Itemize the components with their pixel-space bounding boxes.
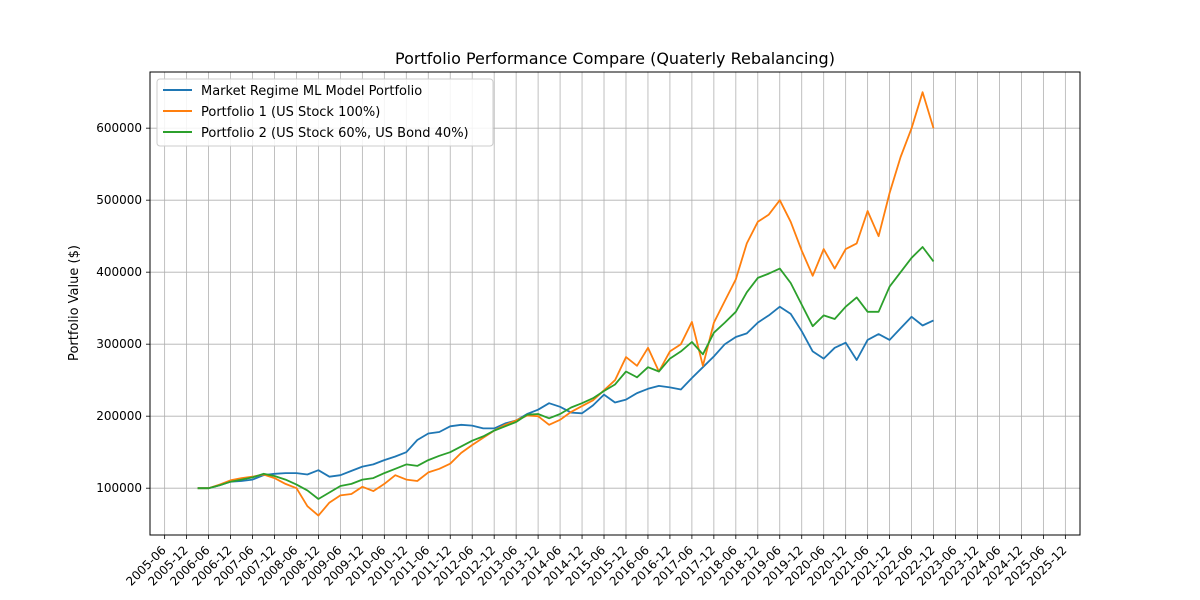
y-tick-label: 200000 xyxy=(96,409,142,423)
series-line-1 xyxy=(197,305,934,490)
legend-box xyxy=(156,78,494,147)
y-tick-label: 400000 xyxy=(96,265,142,279)
y-axis-label: Portfolio Value ($) xyxy=(67,245,82,361)
y-tick-label: 500000 xyxy=(96,193,142,207)
chart-title: Portfolio Performance Compare (Quaterly … xyxy=(395,49,835,68)
plot-area-frame xyxy=(149,71,1081,536)
legend-label-2: Portfolio 1 (US Stock 100%) xyxy=(201,105,380,120)
legend-label-1: Market Regime ML Model Portfolio xyxy=(201,84,422,99)
y-tick-label: 100000 xyxy=(96,481,142,495)
series-layer xyxy=(197,91,935,517)
y-tick-label: 600000 xyxy=(96,121,142,135)
series-line-3 xyxy=(197,246,935,500)
y-tick-label: 300000 xyxy=(96,337,142,351)
series-line-2 xyxy=(197,91,935,517)
legend: Market Regime ML Model Portfolio Portfoli… xyxy=(156,78,494,147)
grid-layer xyxy=(150,72,1080,535)
legend-label-3: Portfolio 2 (US Stock 60%, US Bond 40%) xyxy=(201,126,469,141)
